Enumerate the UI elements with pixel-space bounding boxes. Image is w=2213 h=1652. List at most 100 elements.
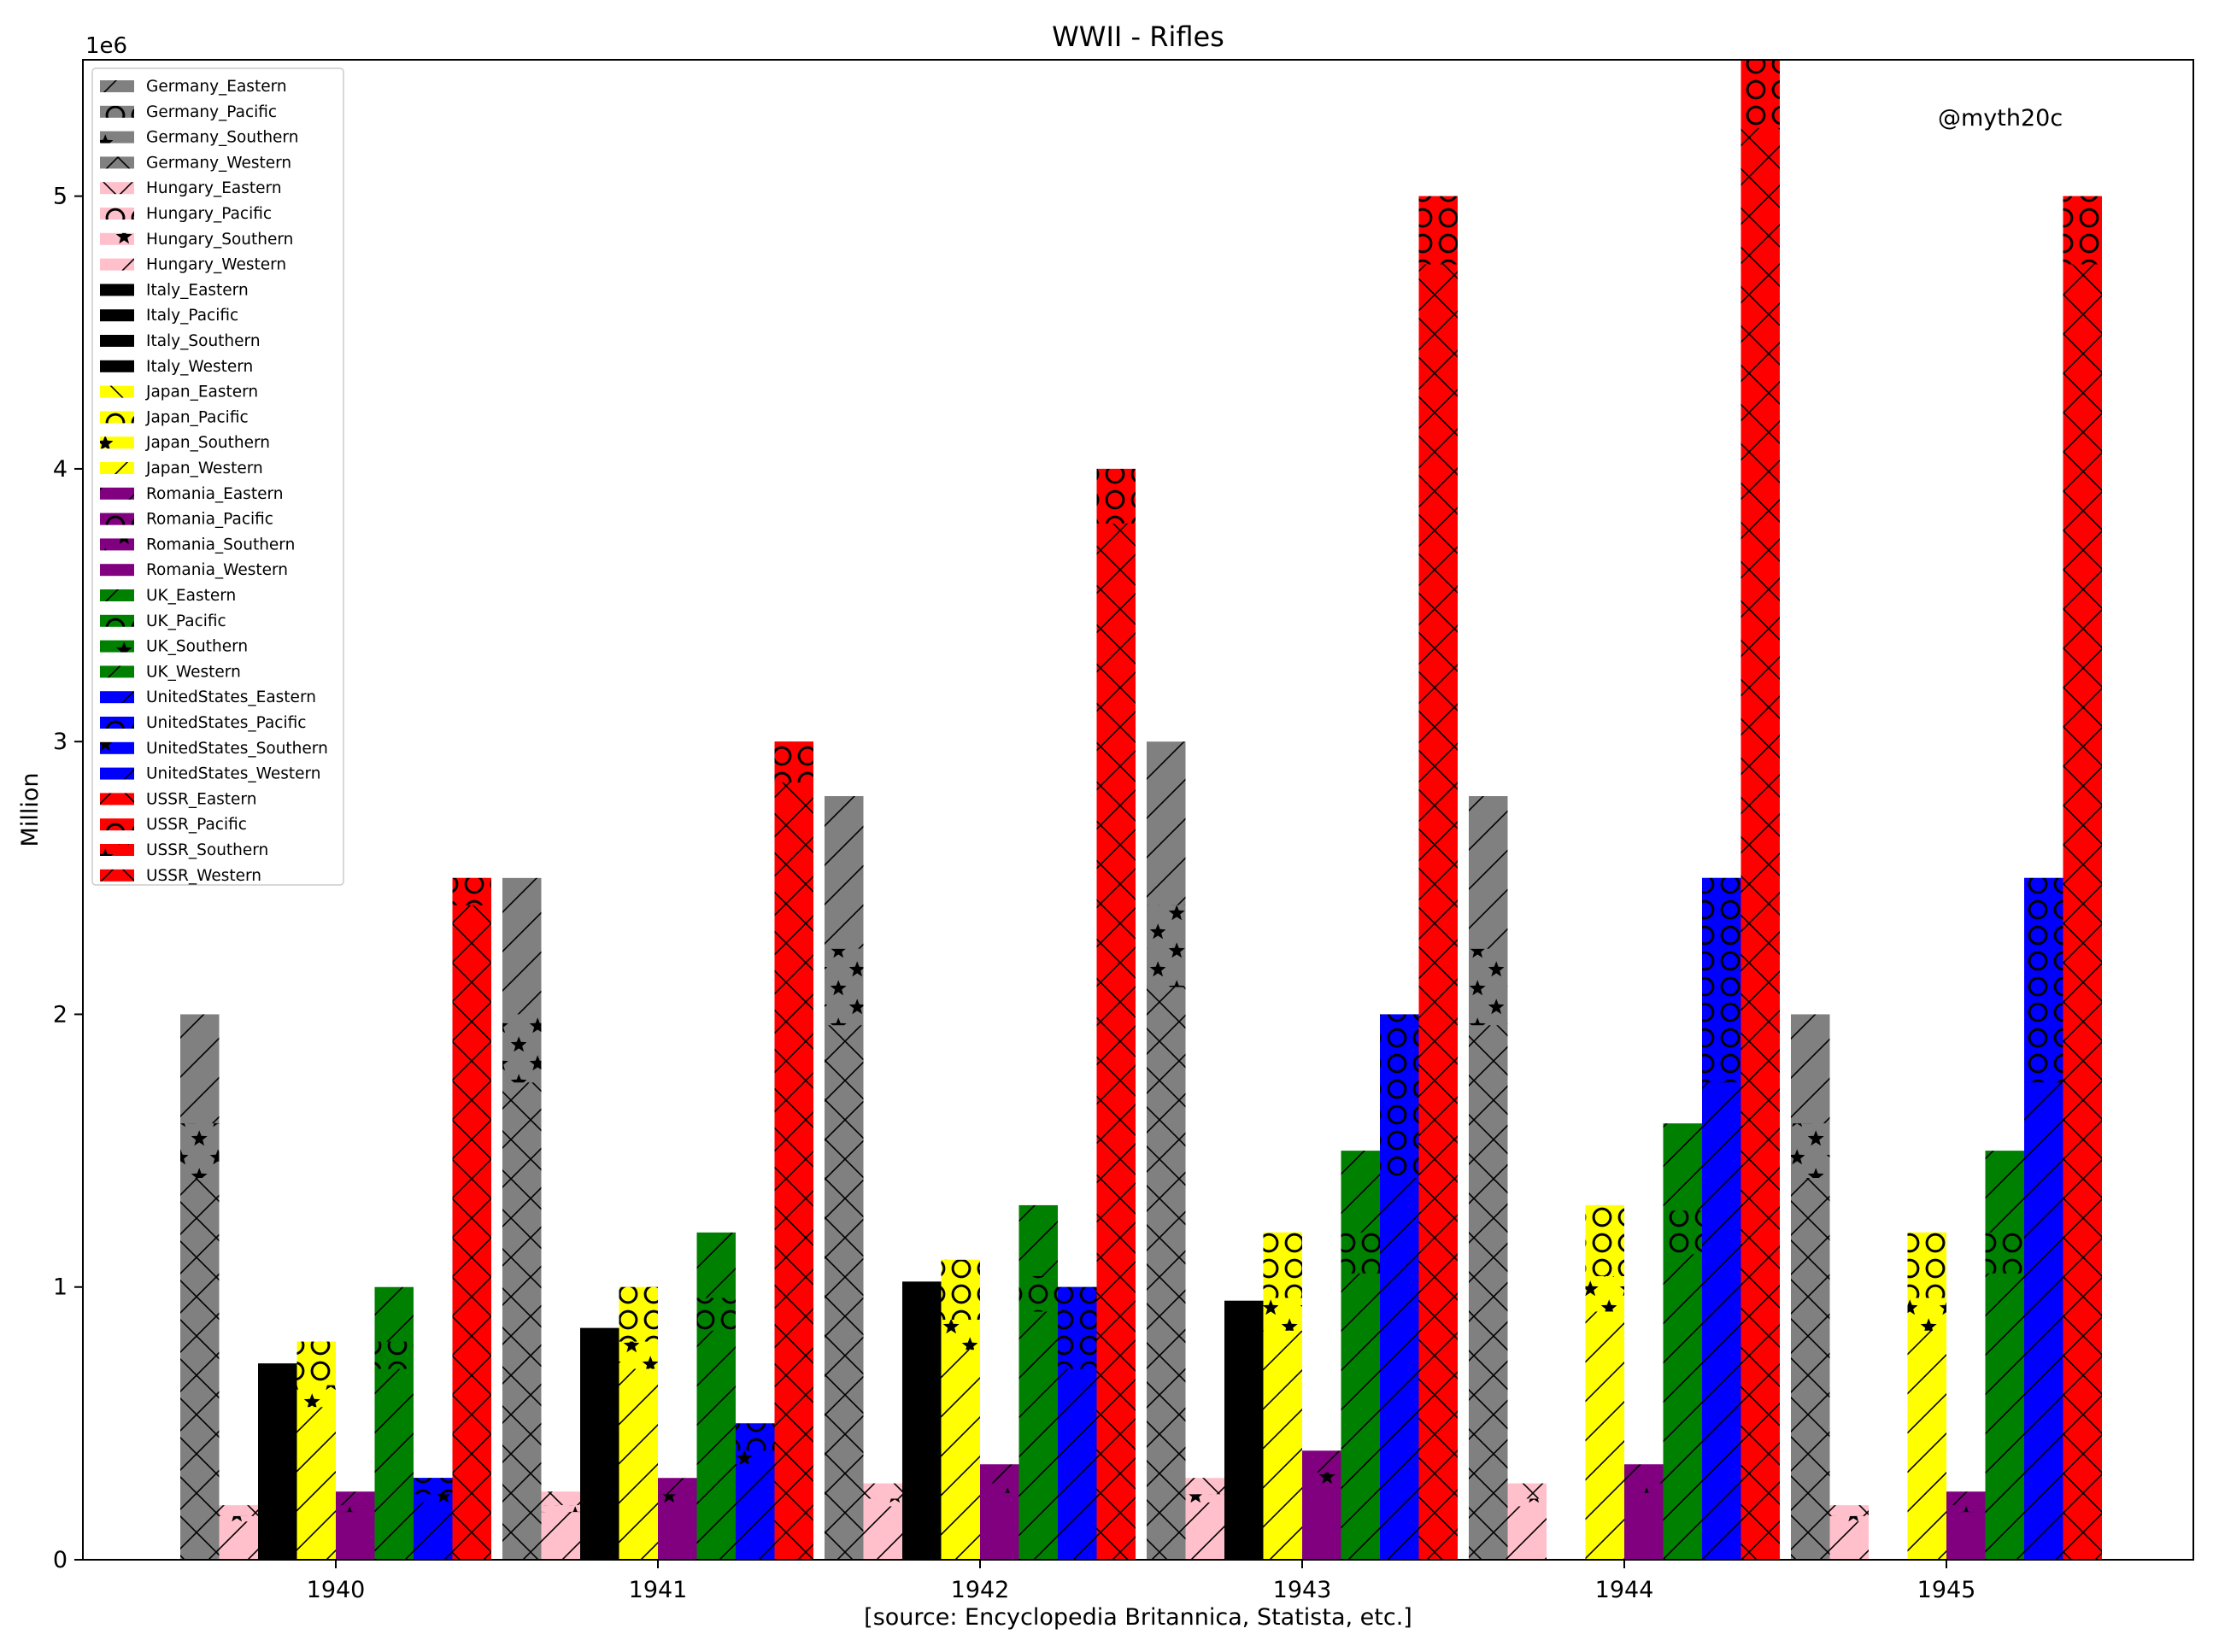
legend-swatch [100,284,134,296]
bar-hungary-western-1942 [863,1506,902,1560]
bar-unitedstates-western-1940 [414,1502,453,1560]
bar-hungary-western-1944 [1507,1506,1547,1560]
bar-japan-western-1945 [1907,1330,1946,1560]
legend-swatch [100,208,134,220]
legend-entry: UnitedStates_Pacific [146,714,306,732]
legend-entry: USSR_Eastern [146,790,256,808]
legend-swatch [100,80,134,92]
legend-entry: Hungary_Pacific [146,205,272,223]
legend-swatch [100,105,134,118]
bar-italy-western-1940 [258,1423,297,1560]
legend-entry: Germany_Pacific [146,103,277,121]
bar-germany-western-1942 [825,1025,864,1560]
x-tick-label: 1945 [1917,1577,1976,1603]
legend-entry: Hungary_Eastern [146,179,282,197]
x-axis-label: [source: Encyclopedia Britannica, Statis… [864,1604,1412,1631]
legend: Germany_Eastern Germany_Pacific Germany_So… [91,67,344,886]
legend-entry: Italy_Eastern [146,281,249,299]
legend-swatch [100,436,134,449]
bar-romania-western-1940 [336,1512,375,1560]
x-tick-label: 1940 [307,1577,366,1603]
legend-frame [91,67,344,886]
bar-ussr-western-1942 [1096,523,1136,1560]
legend-swatch [100,538,134,551]
legend-entry: Hungary_Southern [146,231,293,249]
y-tick-label: 2 [53,1001,68,1028]
y-axis-label: Million [17,773,44,847]
legend-swatch [100,309,134,322]
bar-ussr-western-1944 [1740,127,1780,1560]
y-tick-label: 4 [53,456,68,483]
bar-ussr-western-1943 [1418,264,1458,1561]
bar-japan-western-1941 [619,1368,658,1560]
bar-romania-western-1942 [980,1492,1019,1560]
y-tick-label: 5 [53,184,68,210]
legend-swatch [100,614,134,627]
bar-italy-western-1941 [580,1396,619,1560]
legend-entry: Romania_Southern [146,536,295,554]
bar-germany-western-1944 [1469,1025,1508,1560]
legend-entry: Italy_Southern [146,332,261,350]
bar-hungary-western-1943 [1185,1502,1224,1560]
bar-uk-western-1945 [1985,1273,2024,1560]
legend-swatch [100,844,134,856]
bar-hungary-western-1941 [541,1512,580,1560]
legend-entry: Japan_Western [145,460,263,477]
bar-hungary-western-1940 [219,1521,258,1560]
legend-entry: USSR_Western [146,867,261,885]
bar-hungary-western-1945 [1829,1521,1869,1560]
legend-swatch [100,691,134,704]
y-tick-label: 0 [53,1547,68,1573]
legend-entry: Italy_Pacific [146,307,238,325]
legend-swatch [100,640,134,653]
bar-japan-western-1943 [1263,1330,1302,1560]
legend-swatch [100,793,134,805]
bar-japan-western-1942 [941,1350,980,1560]
x-tick-label: 1942 [951,1577,1010,1603]
bars-layer [180,60,2102,1561]
legend-entry: UK_Eastern [146,587,236,605]
chart-title: WWII - Rifles [1052,21,1224,53]
bar-uk-western-1940 [374,1368,414,1560]
bar-ussr-western-1941 [774,782,813,1560]
axes-frame [82,59,2194,1561]
legend-swatch [100,665,134,678]
x-tick-label: 1944 [1595,1577,1654,1603]
bar-uk-western-1943 [1341,1273,1380,1560]
legend-swatch [100,462,134,474]
legend-swatch [100,869,134,882]
legend-swatch [100,589,134,601]
bar-unitedstates-western-1941 [736,1464,775,1560]
legend-swatch [100,741,134,754]
legend-swatch [100,156,134,169]
watermark: @myth20c [1938,105,2063,132]
bar-unitedstates-western-1942 [1058,1368,1097,1560]
bar-uk-western-1942 [1018,1311,1058,1560]
bar-romania-western-1945 [1946,1512,1986,1560]
legend-entry: USSR_Southern [146,841,268,859]
legend-entry: Germany_Eastern [146,78,287,96]
legend-entry: UnitedStates_Southern [146,740,328,758]
bar-unitedstates-western-1945 [2024,1082,2063,1560]
legend-entry: Germany_Southern [146,129,298,147]
bar-ussr-western-1945 [2063,264,2102,1561]
legend-entry: UK_Pacific [146,612,226,630]
legend-swatch [100,411,134,424]
bar-romania-western-1941 [658,1502,697,1560]
bar-germany-western-1941 [502,1082,542,1560]
bar-japan-western-1944 [1585,1311,1624,1560]
legend-swatch [100,818,134,831]
legend-entry: Hungary_Western [146,256,286,274]
legend-swatch [100,513,134,525]
bar-germany-western-1943 [1147,987,1186,1560]
legend-swatch [100,717,134,729]
legend-swatch [100,131,134,144]
legend-entry: UK_Western [146,663,241,681]
y-axis-offset-label: 1e6 [85,33,127,59]
legend-entry: Romania_Pacific [146,511,273,529]
legend-entry: Japan_Eastern [145,384,258,401]
y-axis: 0 1 2 3 4 5 [53,184,83,1573]
legend-swatch [100,360,134,372]
bar-italy-western-1942 [902,1366,942,1560]
